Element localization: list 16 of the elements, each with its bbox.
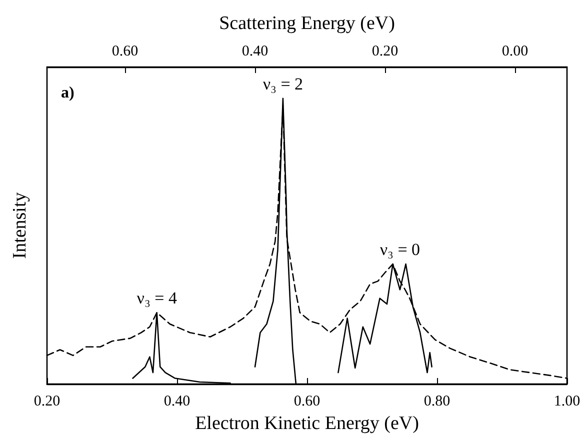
x-tick-label: 1.00 <box>554 394 580 410</box>
x2-axis-title: Scattering Energy (eV) <box>219 13 395 34</box>
annotation: ν₃ = 0 <box>380 240 420 260</box>
y-axis-title: Intensity <box>10 192 30 259</box>
x2-tick-label: 0.40 <box>242 44 268 60</box>
x-tick-label: 0.60 <box>294 394 320 410</box>
x-tick-label: 0.40 <box>164 394 190 410</box>
x2-tick-label: 0.20 <box>372 44 398 60</box>
x-tick-label: 0.80 <box>424 394 450 410</box>
x2-tick-label: 0.60 <box>112 44 138 60</box>
x2-tick-label: 0.00 <box>502 44 528 60</box>
annotation: ν₃ = 2 <box>262 74 304 94</box>
x-axis-title: Electron Kinetic Energy (eV) <box>195 412 419 434</box>
annotation: ν₃ = 4 <box>136 288 178 308</box>
x-tick-label: 0.20 <box>34 394 60 410</box>
annotation: a) <box>61 84 74 102</box>
